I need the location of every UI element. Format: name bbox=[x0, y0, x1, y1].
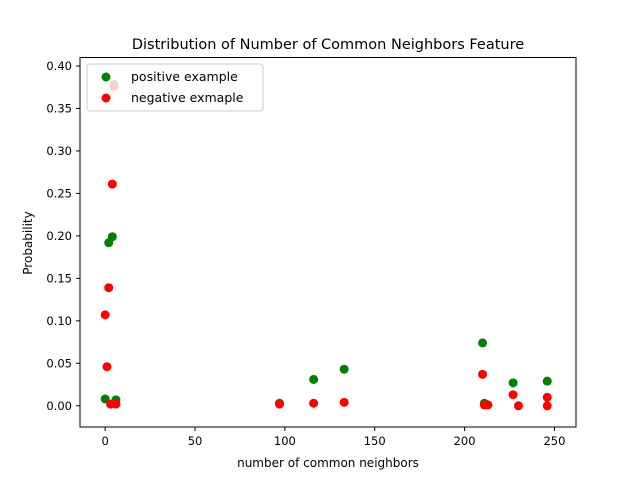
x-tick-label: 0 bbox=[101, 434, 108, 448]
y-tick-label: 0.30 bbox=[46, 144, 72, 158]
data-point-positive bbox=[542, 376, 552, 386]
data-point-negative bbox=[542, 392, 552, 402]
legend-label-positive: positive example bbox=[131, 69, 238, 84]
y-axis-ticks: 0.00 0.05 0.10 0.15 0.20 0.25 0.30 0.35 0.40 bbox=[46, 59, 80, 413]
data-point-negative bbox=[513, 401, 523, 411]
legend-box bbox=[86, 63, 264, 112]
y-axis-label: Probability bbox=[21, 211, 35, 274]
data-point-negative bbox=[339, 397, 349, 407]
data-point-negative bbox=[104, 283, 114, 293]
y-tick-label: 0.20 bbox=[46, 229, 72, 243]
data-point-negative bbox=[107, 179, 117, 189]
data-point-negative bbox=[102, 362, 112, 372]
data-point-positive bbox=[309, 374, 319, 384]
x-tick-label: 100 bbox=[274, 434, 296, 448]
chart-title: Distribution of Number of Common Neighbo… bbox=[132, 37, 524, 53]
x-tick-label: 150 bbox=[364, 434, 386, 448]
y-tick-label: 0.05 bbox=[46, 356, 72, 370]
data-point-positive bbox=[107, 232, 117, 242]
x-axis-ticks: 0 50 100 150 200 250 bbox=[101, 427, 565, 448]
data-point-negative bbox=[478, 369, 488, 379]
y-tick-label: 0.10 bbox=[46, 314, 72, 328]
data-point-negative bbox=[483, 400, 493, 410]
data-point-negative bbox=[508, 390, 518, 400]
data-point-negative bbox=[542, 401, 552, 411]
data-point-negative bbox=[100, 310, 110, 320]
x-tick-label: 200 bbox=[454, 434, 476, 448]
y-tick-label: 0.35 bbox=[46, 101, 72, 115]
legend-marker-positive bbox=[101, 72, 111, 82]
y-tick-label: 0.25 bbox=[46, 186, 72, 200]
legend-marker-negative bbox=[101, 93, 111, 103]
data-point-positive bbox=[508, 378, 518, 388]
legend-label-negative: negative exmaple bbox=[131, 90, 244, 105]
data-point-negative bbox=[309, 398, 319, 408]
data-point-positive bbox=[478, 338, 488, 348]
x-tick-label: 250 bbox=[543, 434, 565, 448]
y-tick-label: 0.40 bbox=[46, 59, 72, 73]
x-axis-label: number of common neighbors bbox=[237, 456, 419, 470]
legend: positive example negative exmaple bbox=[86, 63, 264, 112]
x-tick-label: 50 bbox=[188, 434, 203, 448]
data-point-positive bbox=[339, 364, 349, 374]
y-tick-label: 0.00 bbox=[46, 399, 72, 413]
y-tick-label: 0.15 bbox=[46, 271, 72, 285]
plot-frame bbox=[79, 57, 577, 428]
data-point-negative bbox=[111, 399, 121, 409]
data-point-negative bbox=[274, 399, 284, 409]
